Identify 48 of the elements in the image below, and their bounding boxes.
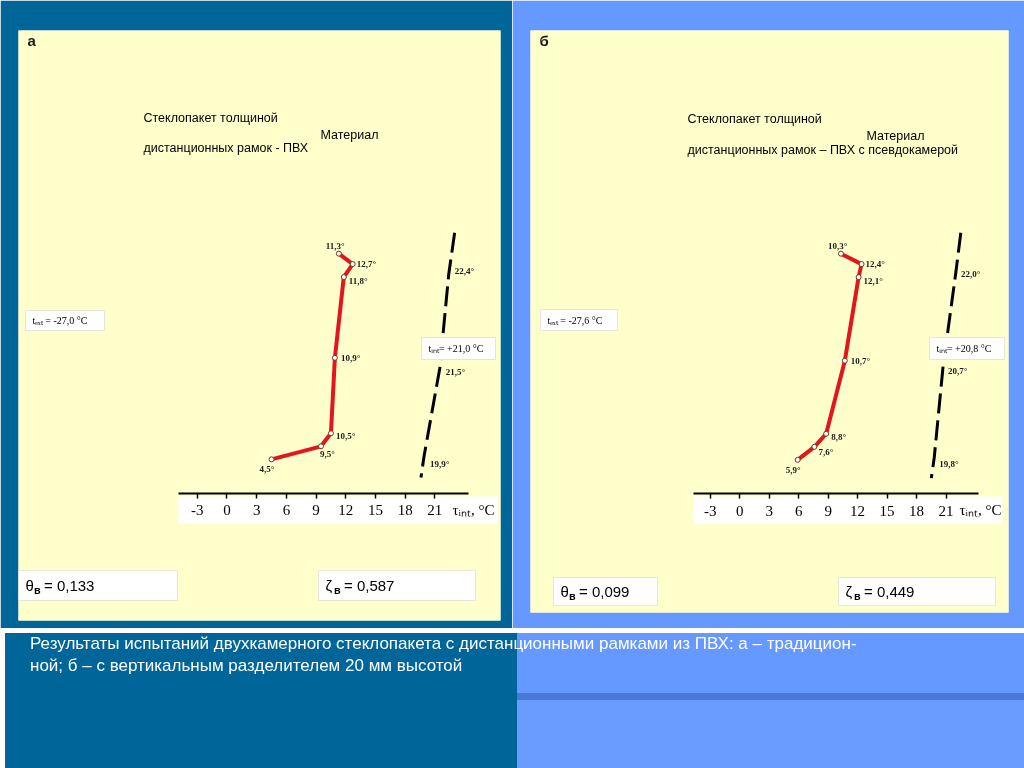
text: б: [539, 32, 549, 49]
x-tick-label: 21: [427, 502, 443, 519]
annotation: tᵢₙₜ= +20,8 °C: [936, 343, 992, 354]
x-tick-label: 12: [850, 502, 866, 519]
annotation: 10,5°: [335, 431, 356, 442]
annotation: 22,0°: [960, 268, 981, 279]
annotation: 19,8°: [939, 459, 960, 470]
text: а: [27, 32, 37, 49]
annotation: 8,8°: [831, 431, 847, 442]
x-tick-label: 9: [312, 502, 320, 519]
x-tick-label: 3: [252, 502, 261, 519]
text: tₑₓₜ = -27,6 °C: [547, 314, 603, 326]
text: Стеклопакет толщиной Материал дистанционных рамок – ПВХ с псевдокамерой: [687, 111, 959, 157]
x-tick-label: 0: [735, 502, 744, 519]
annotation: 10,9°: [340, 352, 361, 363]
x-tick-label: 6: [282, 502, 291, 519]
annotation: 12,1°: [863, 276, 884, 287]
annotation: tᵢₙₜ= +21,0 °C: [428, 343, 484, 354]
annotation: 11,8°: [348, 276, 369, 287]
x-tick-label: 18: [397, 502, 413, 519]
x-tick-label: 9: [824, 502, 832, 519]
annotation: 22,4°: [454, 266, 475, 277]
annotation: 21,5°: [445, 367, 466, 378]
annotation: 20,7°: [948, 365, 968, 376]
annotation: 12,4°: [865, 259, 886, 270]
annotation: 12,7°: [356, 259, 377, 270]
x-tick-label: 21: [938, 502, 954, 519]
x-tick-label: 0: [223, 502, 231, 519]
annotation: 7,6°: [818, 446, 834, 457]
x-tick-label: 15: [367, 502, 383, 519]
x-tick-label: 6: [794, 502, 803, 519]
x-tick-label: -3: [703, 502, 717, 519]
annotation: 10,7°: [850, 355, 871, 366]
annotation: 9,5°: [320, 449, 336, 460]
annotation: 4,5°: [259, 464, 275, 475]
annotation: 5,9°: [785, 464, 801, 475]
annotation: 11,3°: [325, 240, 346, 251]
x-tick-label: 12: [338, 502, 354, 519]
text: tₑₓₜ = -27,0 °C: [32, 315, 88, 326]
x-axis-title: τᵢₙₜ, °C: [452, 501, 495, 518]
text: Стеклопакет толщиной Материал дистанционных рамок - ПВХ: [143, 110, 379, 155]
x-tick-label: 15: [879, 502, 895, 519]
x-tick-label: -3: [191, 502, 204, 519]
x-tick-label: 18: [909, 502, 925, 519]
annotation: 10,3°: [827, 240, 848, 251]
x-tick-label: 3: [765, 502, 773, 519]
x-axis-title: τᵢₙₜ, °C: [959, 501, 1002, 518]
annotation: 19,9°: [429, 458, 450, 469]
